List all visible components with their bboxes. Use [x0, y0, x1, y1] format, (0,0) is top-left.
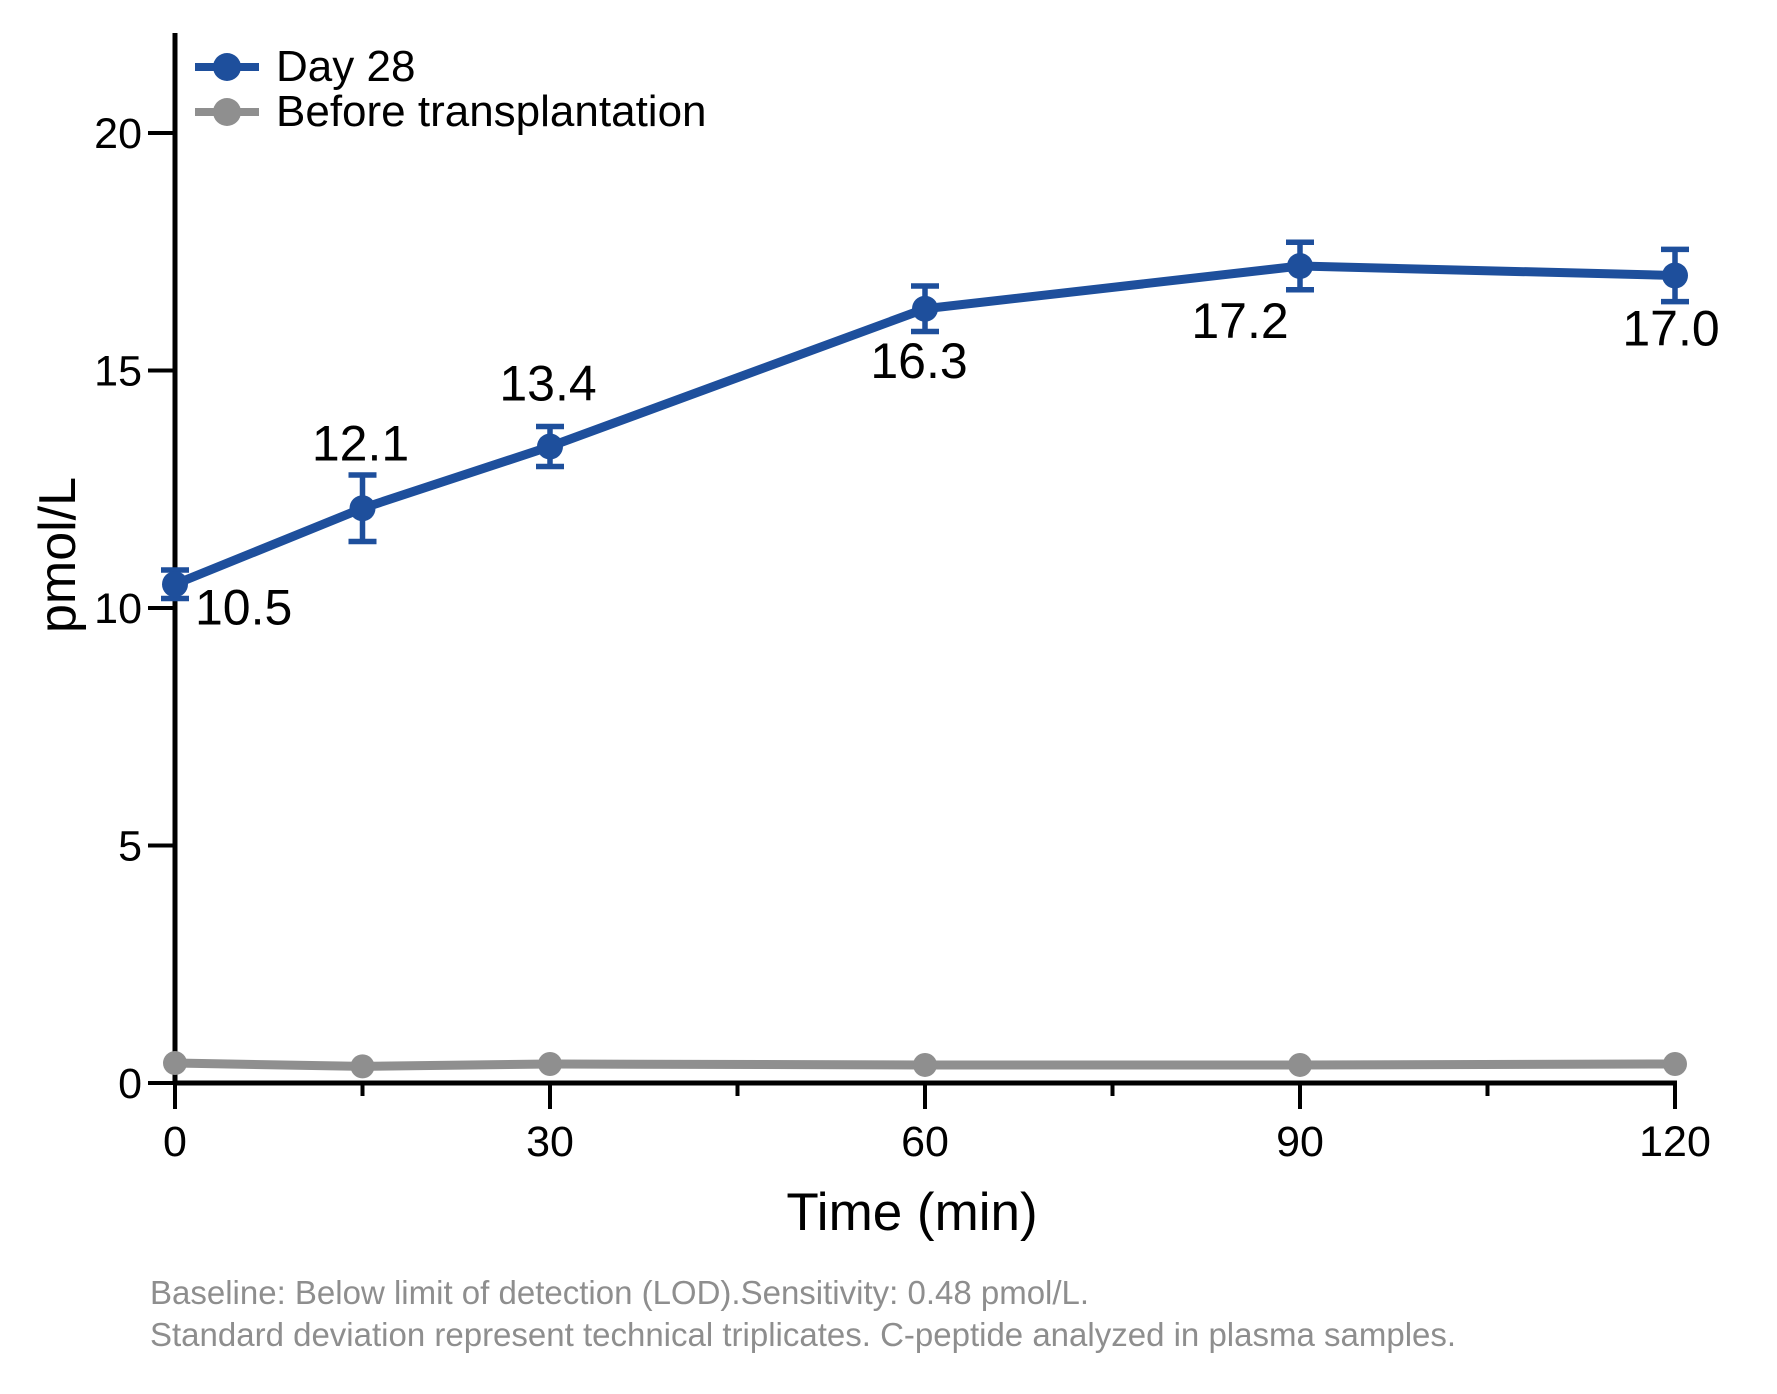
y-tick-label: 15	[94, 348, 142, 396]
y-tick-label: 0	[118, 1060, 142, 1108]
data-point	[1288, 1052, 1312, 1077]
data-point	[538, 1052, 562, 1076]
day28-line-marker-icon	[195, 52, 259, 81]
footnote-line-1: Baseline: Below limit of detection (LOD)…	[150, 1274, 1090, 1311]
point-label: 17.2	[1191, 293, 1288, 349]
legend-item-before-transplantation: Before transplantation	[194, 86, 707, 136]
point-label: 12.1	[312, 415, 409, 471]
y-tick-label: 5	[118, 823, 142, 871]
legend: Day 28 Before transplantation	[194, 41, 707, 136]
series-line-day-28	[170, 261, 1680, 589]
point-label: 10.5	[195, 579, 292, 635]
point-label: 13.4	[499, 356, 596, 412]
x-tick-label: 30	[526, 1118, 574, 1166]
x-tick-label: 90	[1276, 1118, 1324, 1166]
y-axis-title: pmol/L	[29, 476, 87, 634]
legend-label-day-28: Day 28	[276, 41, 416, 91]
y-tick-label: 10	[94, 585, 142, 633]
x-tick-label: 120	[1639, 1118, 1711, 1166]
legend-label-before-transplantation: Before transplantation	[276, 86, 707, 136]
data-point	[349, 495, 376, 522]
data-point	[1662, 262, 1688, 289]
data-point	[350, 1054, 375, 1079]
data-point	[912, 295, 938, 322]
data-point	[162, 571, 188, 598]
data-point	[913, 1052, 937, 1077]
before-transplantation-line-marker-icon	[195, 97, 259, 126]
point-label: 16.3	[870, 333, 967, 389]
x-tick-label: 60	[901, 1118, 949, 1166]
legend-item-day-28: Day 28	[194, 41, 707, 91]
data-point	[1287, 253, 1313, 279]
point-label: 17.0	[1622, 301, 1719, 357]
y-tick-label: 20	[94, 110, 142, 158]
footnote: Baseline: Below limit of detection (LOD)…	[150, 1272, 1456, 1356]
data-point	[537, 433, 563, 460]
series-line-before-transplantation	[170, 1058, 1680, 1071]
x-axis-title: Time (min)	[786, 1183, 1038, 1242]
x-tick-label: 0	[163, 1118, 187, 1166]
data-point	[1663, 1052, 1687, 1076]
footnote-line-2: Standard deviation represent technical t…	[150, 1316, 1457, 1353]
data-point	[163, 1051, 187, 1076]
